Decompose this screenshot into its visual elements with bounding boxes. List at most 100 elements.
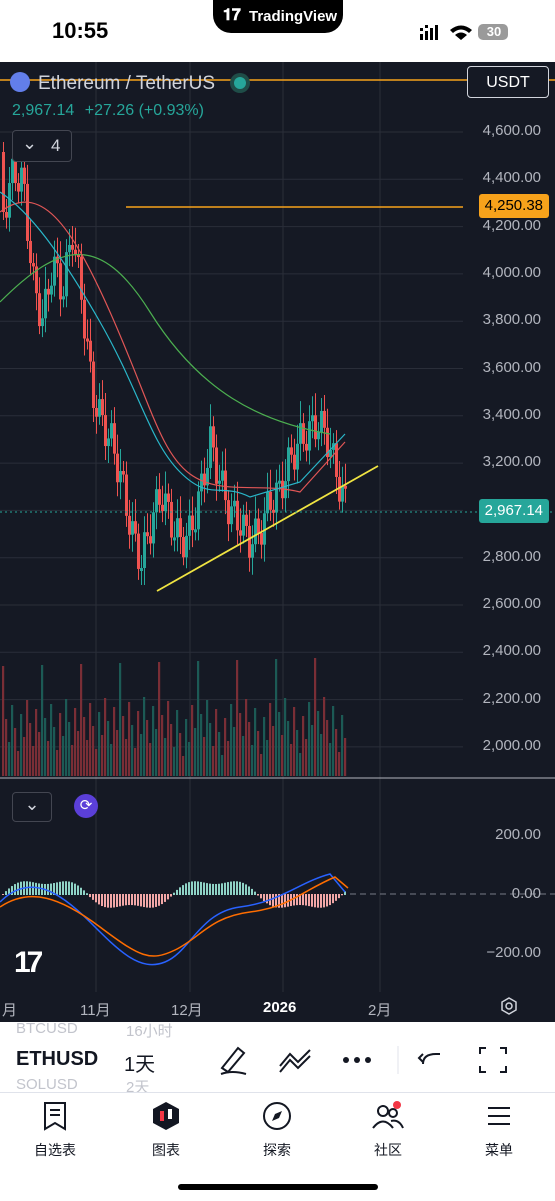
macd-histogram-bar bbox=[185, 883, 187, 895]
candle-body bbox=[116, 453, 119, 483]
candle-body bbox=[311, 415, 314, 422]
chart-area[interactable]: Ethereum / TetherUS 2,967.14 +27.26 (+0.… bbox=[0, 62, 555, 1022]
tab-community-label: 社区 bbox=[374, 1142, 402, 1158]
interval-next[interactable]: 2天 bbox=[126, 1079, 150, 1096]
macd-histogram-bar bbox=[32, 882, 34, 895]
macd-histogram-bar bbox=[104, 894, 106, 908]
macd-histogram-bar bbox=[38, 883, 40, 895]
candle-body bbox=[164, 493, 167, 512]
macd-sync-icon[interactable]: ⟳ bbox=[74, 794, 98, 818]
candle-body bbox=[95, 407, 98, 417]
volume-bar bbox=[143, 697, 146, 776]
macd-histogram-bar bbox=[101, 894, 103, 907]
tab-community[interactable]: 社区 bbox=[343, 1101, 433, 1160]
status-bar: 10:55 𝟏𝟕 TradingView 30 bbox=[0, 0, 555, 62]
price-chart[interactable] bbox=[0, 62, 555, 1022]
pen-icon bbox=[220, 1046, 247, 1075]
volume-bar bbox=[68, 722, 71, 776]
interval-current[interactable]: 1天 bbox=[124, 1054, 156, 1076]
price-axis-label: 2,800.00 bbox=[482, 547, 541, 565]
volume-bar bbox=[263, 717, 266, 776]
volume-bar bbox=[251, 745, 254, 776]
tab-menu-label: 菜单 bbox=[485, 1142, 513, 1158]
macd-histogram-bar bbox=[35, 882, 37, 895]
macd-histogram-bar bbox=[203, 882, 205, 895]
candle-body bbox=[257, 518, 260, 534]
macd-axis-label: 0.00 bbox=[511, 885, 541, 902]
time-label-nov: 11月 bbox=[80, 1002, 111, 1019]
symbol-next[interactable]: SOLUSD bbox=[16, 1076, 78, 1093]
macd-histogram-bar bbox=[299, 894, 301, 906]
candle-body bbox=[59, 263, 62, 300]
macd-histogram-bar bbox=[227, 882, 229, 895]
tab-watchlist[interactable]: 自选表 bbox=[10, 1101, 100, 1160]
candle-body bbox=[335, 443, 338, 477]
symbol-title-row[interactable]: Ethereum / TetherUS bbox=[10, 72, 247, 98]
macd-histogram-bar bbox=[197, 881, 199, 895]
tab-chart[interactable]: 图表 bbox=[121, 1101, 211, 1160]
candle-body bbox=[122, 471, 125, 475]
volume-bar bbox=[20, 714, 23, 776]
candle-body bbox=[29, 240, 32, 264]
macd-histogram-bar bbox=[170, 894, 172, 897]
macd-histogram-bar bbox=[266, 894, 268, 904]
candle-body bbox=[143, 532, 146, 568]
macd-histogram-bar bbox=[173, 892, 175, 895]
time-label-2026: 2026 bbox=[263, 999, 297, 1016]
volume-bar bbox=[314, 658, 317, 776]
candle-body bbox=[248, 525, 251, 558]
currency-selector[interactable]: USDT bbox=[467, 66, 549, 98]
candle-body bbox=[155, 489, 158, 513]
volume-bar bbox=[212, 746, 215, 776]
macd-histogram-bar bbox=[86, 893, 88, 895]
interval-prev[interactable]: 16小时 bbox=[126, 1023, 173, 1040]
macd-histogram-bar bbox=[2, 894, 4, 895]
macd-histogram-bar bbox=[146, 894, 148, 908]
macd-histogram-bar bbox=[47, 883, 49, 895]
alert-price-tag[interactable]: 4,250.38 bbox=[478, 194, 549, 218]
macd-histogram-bar bbox=[62, 881, 64, 895]
candle-body bbox=[209, 426, 212, 468]
candle-body bbox=[14, 158, 17, 184]
candle-body bbox=[128, 515, 131, 535]
candle-body bbox=[161, 504, 164, 512]
volume-bar bbox=[77, 731, 80, 776]
tab-menu[interactable]: 菜单 bbox=[454, 1101, 544, 1160]
macd-histogram-bar bbox=[272, 894, 274, 907]
volume-bar bbox=[80, 664, 83, 776]
tradingview-pill[interactable]: 𝟏𝟕 TradingView bbox=[213, 0, 343, 33]
price-axis-label: 4,200.00 bbox=[482, 216, 541, 234]
volume-bar bbox=[17, 751, 20, 776]
macd-histogram-bar bbox=[233, 881, 235, 895]
symbol-prev[interactable]: BTCUSD bbox=[16, 1020, 78, 1037]
macd-histogram-bar bbox=[251, 888, 253, 895]
candle-body bbox=[158, 489, 161, 505]
macd-histogram-bar bbox=[98, 894, 100, 905]
tab-explore[interactable]: 探索 bbox=[232, 1101, 322, 1160]
time-label-month: 月 bbox=[2, 1002, 18, 1019]
candle-body bbox=[215, 447, 218, 484]
candle-body bbox=[338, 476, 341, 502]
macd-collapse-button[interactable]: ⌄ bbox=[12, 792, 52, 822]
volume-bar bbox=[107, 721, 110, 776]
candle-body bbox=[149, 536, 152, 544]
macd-histogram-bar bbox=[275, 894, 277, 908]
volume-bar bbox=[248, 722, 251, 776]
macd-histogram-bar bbox=[116, 894, 118, 907]
volume-bar bbox=[182, 756, 185, 776]
volume-bar bbox=[254, 708, 257, 776]
candle-body bbox=[182, 537, 185, 558]
macd-histogram-bar bbox=[302, 894, 304, 906]
candle-body bbox=[47, 288, 50, 295]
macd-histogram-bar bbox=[74, 883, 76, 895]
volume-bar bbox=[23, 737, 26, 776]
candle-body bbox=[251, 544, 254, 558]
volume-bar bbox=[11, 705, 14, 776]
volume-bar bbox=[110, 744, 113, 776]
bottom-tab-bar: 自选表 图表 探索 社区 菜单 bbox=[0, 1092, 555, 1201]
volume-bar bbox=[74, 708, 77, 776]
volume-bar bbox=[194, 728, 197, 776]
symbol-current[interactable]: ETHUSD bbox=[16, 1048, 99, 1070]
macd-histogram-bar bbox=[212, 883, 214, 895]
indicator-toggle[interactable]: ⌄ 4 bbox=[12, 130, 72, 162]
